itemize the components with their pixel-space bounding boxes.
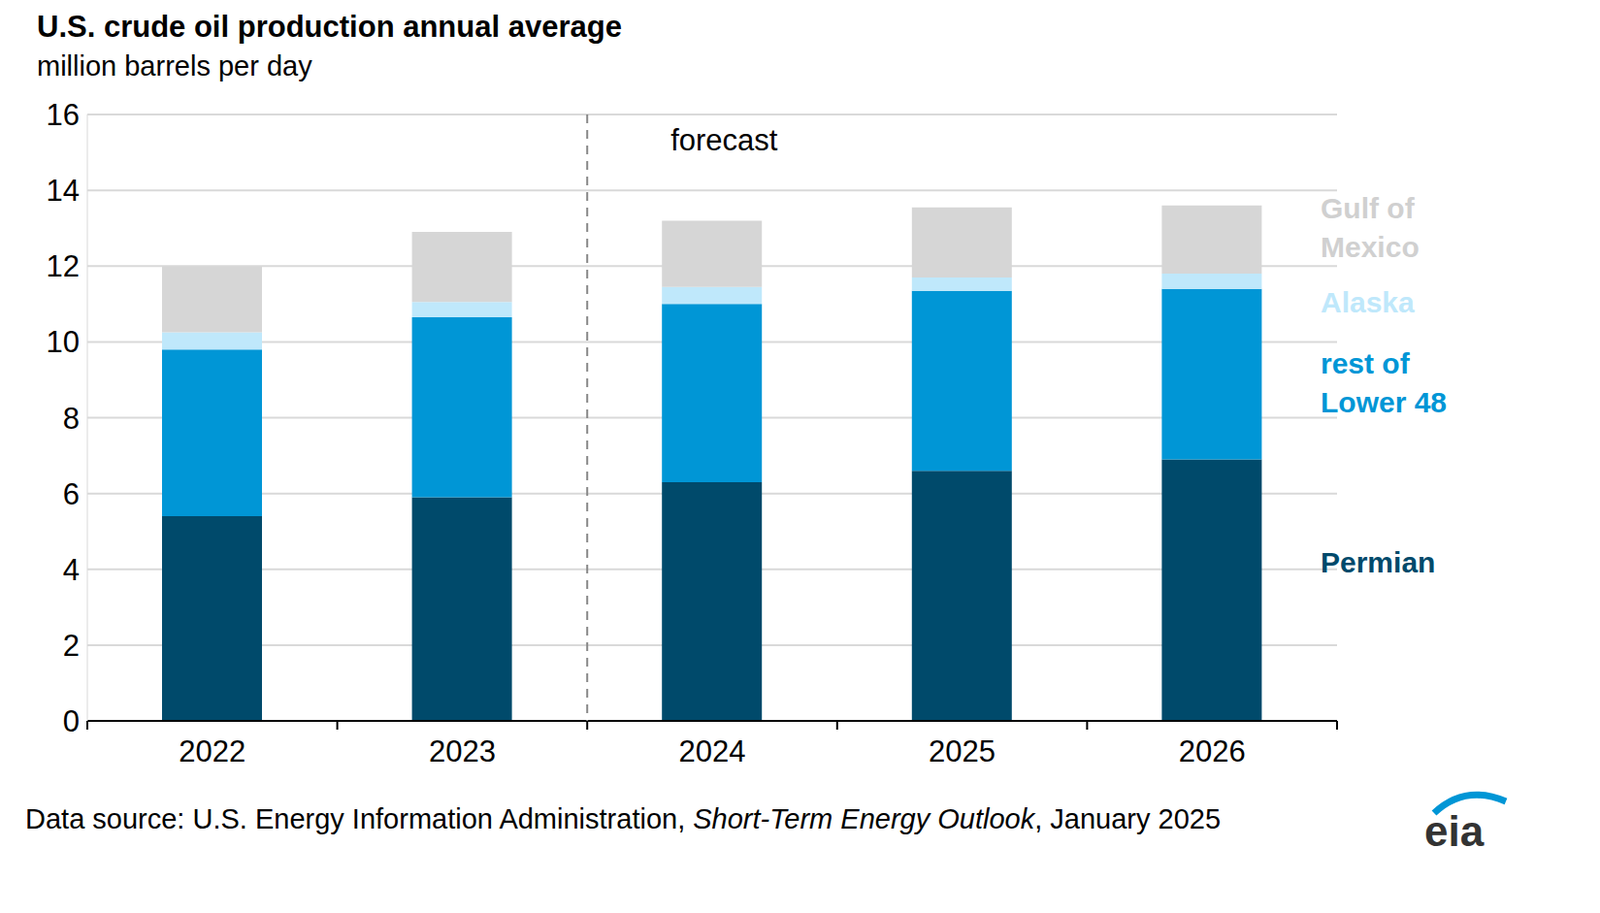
svg-text:10: 10: [46, 325, 80, 360]
svg-text:2024: 2024: [679, 734, 747, 769]
html-text:Permian: Permian: [1320, 546, 1436, 579]
svg-text:2023: 2023: [428, 734, 496, 769]
html-text:million barrels per day: million barrels per day: [36, 50, 313, 82]
html-text:Gulf of Mexico: Gulf of Mexico: [1320, 192, 1420, 263]
svg-text:2025: 2025: [928, 734, 996, 769]
svg-text:2022: 2022: [178, 734, 246, 769]
svg-text:0: 0: [63, 704, 80, 739]
svg-text:14: 14: [46, 173, 80, 208]
svg-text:4: 4: [63, 553, 80, 588]
html-text:U.S. crude oil production annu: U.S. crude oil production annual average: [36, 9, 622, 44]
svg-text:forecast: forecast: [670, 123, 779, 158]
svg-text:12: 12: [46, 249, 80, 284]
html-text:rest of Lower 48: rest of Lower 48: [1320, 347, 1447, 419]
svg-text:2026: 2026: [1178, 734, 1246, 769]
svg-text:8: 8: [63, 401, 80, 436]
html-text:eia: eia: [1424, 807, 1484, 855]
svg-text:2: 2: [63, 628, 80, 663]
html-text:Alaska: Alaska: [1320, 286, 1415, 319]
html-text:Data source: U.S. Energy Infor: Data source: U.S. Energy Information Adm…: [25, 803, 1221, 835]
svg-text:16: 16: [46, 97, 80, 132]
svg-text:6: 6: [63, 477, 80, 512]
